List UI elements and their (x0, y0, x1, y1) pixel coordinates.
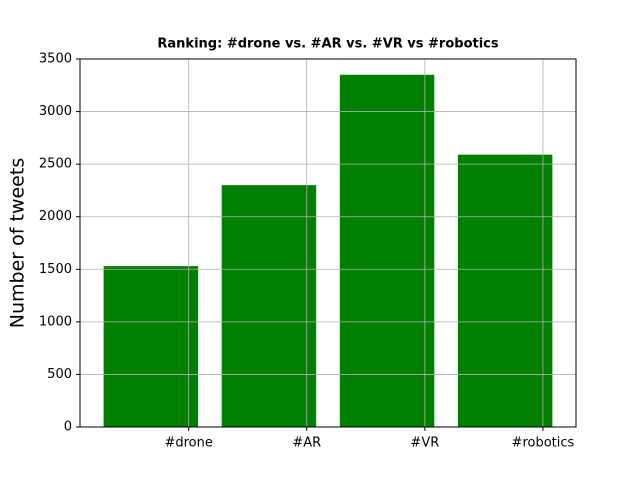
y-tick-label: 0 (64, 420, 72, 435)
y-tick-label: 1500 (39, 262, 72, 277)
bar (457, 154, 553, 427)
x-tick-label: #robotics (512, 436, 575, 451)
x-tick-label: #VR (410, 436, 439, 451)
bar (221, 185, 317, 427)
y-tick-label: 1000 (39, 314, 72, 329)
y-tick-label: 500 (47, 367, 72, 382)
y-axis-label: Number of tweets (7, 158, 29, 328)
plot-frame (79, 58, 577, 428)
y-tick-label: 3500 (39, 52, 72, 67)
y-tick-label: 2000 (39, 209, 72, 224)
y-tick-label: 2500 (39, 157, 72, 172)
bar (103, 266, 199, 427)
x-tick-label: #AR (292, 436, 321, 451)
x-tick-label: #drone (164, 436, 212, 451)
bar (339, 74, 435, 428)
chart-title: Ranking: #drone vs. #AR vs. #VR vs #robo… (157, 37, 498, 52)
y-tick-label: 3000 (39, 104, 72, 119)
